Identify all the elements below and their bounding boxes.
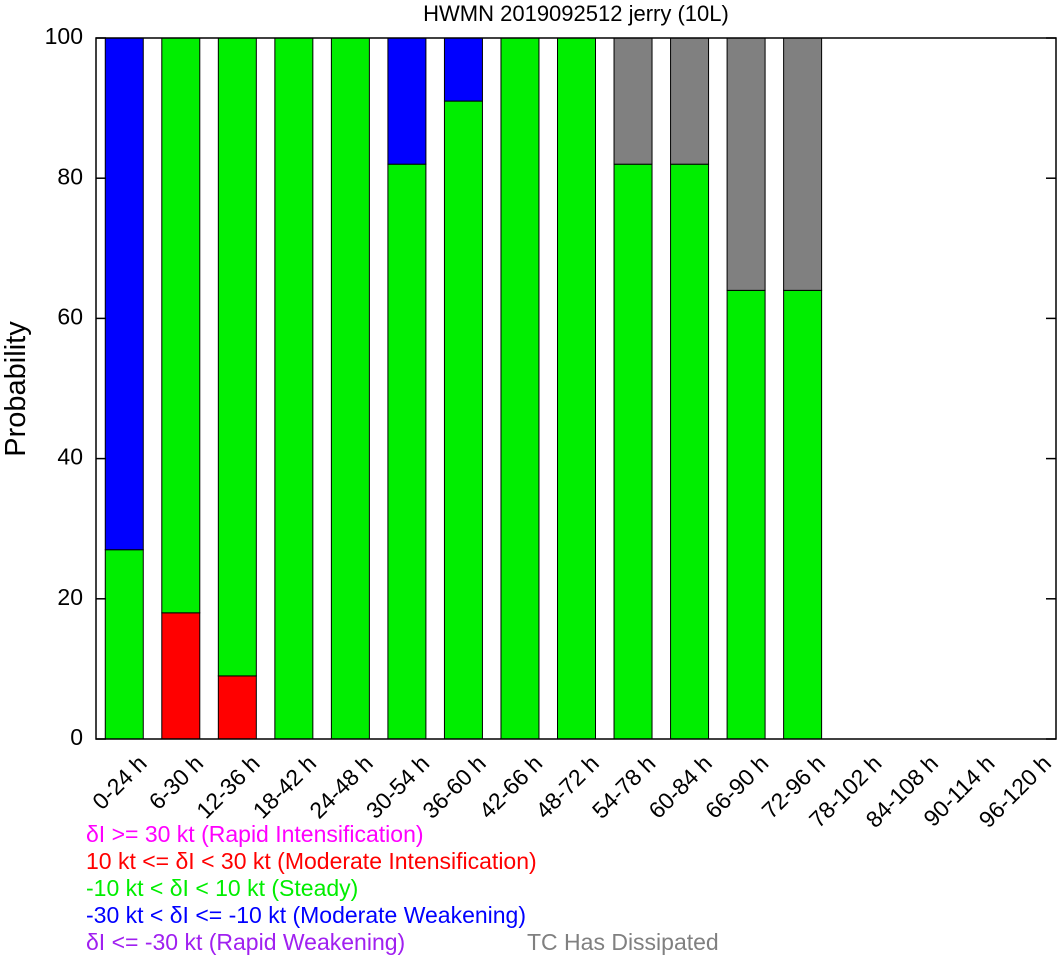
legend-entry: -30 kt < δI <= -10 kt (Moderate Weakenin… xyxy=(86,902,527,928)
bar-segment-8-2 xyxy=(557,37,596,740)
y-axis-label: Probability xyxy=(0,321,32,457)
bar-segment-10-2 xyxy=(670,163,710,740)
legend-entry: 10 kt <= δI < 30 kt (Moderate Intensific… xyxy=(86,848,537,874)
chart: HWMN 2019092512 jerry (10L) Probability … xyxy=(0,1,1057,830)
legend-entry: -10 kt < δI < 10 kt (Steady) xyxy=(86,875,359,901)
bar-segment-0-2 xyxy=(104,549,144,740)
y-tick-label: 20 xyxy=(57,584,83,610)
bar-segment-3-2 xyxy=(274,37,314,740)
legend-entry: TC Has Dissipated xyxy=(527,929,719,955)
bar-segment-0-3 xyxy=(104,37,144,551)
bar-segment-9-5 xyxy=(613,37,653,165)
y-tick-label: 100 xyxy=(45,23,83,49)
bar-segment-10-5 xyxy=(670,37,710,165)
bar-segment-5-3 xyxy=(387,37,427,165)
y-tick-label: 0 xyxy=(70,724,83,750)
bar-segment-5-2 xyxy=(387,163,427,740)
axes-group: 0 20 40 60 80 100 xyxy=(45,23,1057,750)
bar-segment-1-1 xyxy=(161,612,201,740)
y-tick-label: 40 xyxy=(57,444,83,470)
bar-segment-2-2 xyxy=(217,37,257,677)
y-tick-label: 80 xyxy=(57,163,83,189)
bar-segment-6-2 xyxy=(443,100,483,740)
bar-segment-11-2 xyxy=(726,289,766,740)
bar-segment-4-2 xyxy=(330,37,370,740)
x-tick-label: 0-24 h xyxy=(87,750,152,815)
legend-entry: δI >= 30 kt (Rapid Intensification) xyxy=(86,821,424,847)
legend-entry: δI <= -30 kt (Rapid Weakening) xyxy=(86,929,406,955)
bar-segment-7-2 xyxy=(500,37,540,740)
bar-segment-9-2 xyxy=(613,163,653,740)
bar-segment-2-1 xyxy=(217,675,257,740)
y-tick-label: 60 xyxy=(57,303,83,329)
bar-segment-1-2 xyxy=(161,37,201,614)
bar-segment-12-5 xyxy=(783,37,823,291)
chart-title: HWMN 2019092512 jerry (10L) xyxy=(423,1,729,26)
bars-group: 0-24 h6-30 h12-36 h18-42 h24-48 h30-54 h… xyxy=(87,37,1056,830)
bar-segment-11-5 xyxy=(726,37,766,291)
plot-frame xyxy=(95,37,1057,740)
bar-segment-12-2 xyxy=(783,289,823,740)
bar-segment-6-3 xyxy=(443,37,483,102)
